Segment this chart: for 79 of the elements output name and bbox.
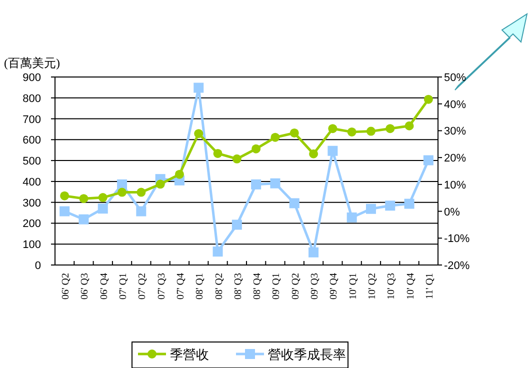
point: [270, 132, 280, 142]
x-tick-label: 09' Q2: [290, 273, 302, 300]
point: [328, 124, 338, 134]
y2-tick-label: 0%: [444, 206, 460, 218]
point: [98, 204, 108, 214]
point: [404, 198, 414, 209]
point: [290, 128, 299, 138]
point: [385, 200, 396, 211]
point: [136, 206, 146, 216]
point: [366, 204, 376, 214]
point: [98, 193, 108, 202]
x-tick-label: 08' Q1: [194, 273, 206, 300]
point: [60, 191, 70, 200]
point: [194, 129, 204, 138]
y2-tick-label: -10%: [444, 233, 470, 246]
point: [136, 188, 146, 197]
point: [232, 220, 242, 230]
point: [270, 178, 280, 188]
y-tick-label: 200: [22, 218, 41, 230]
point: [60, 206, 70, 216]
point: [156, 180, 165, 189]
x-tick-label: 09' Q4: [328, 273, 340, 300]
point: [328, 146, 338, 156]
y-tick-label: 900: [22, 72, 41, 84]
point: [347, 127, 356, 136]
y2-tick-label: 30%: [444, 126, 466, 138]
x-tick-label: 09' Q3: [310, 273, 321, 300]
y-tick-label: 400: [22, 176, 41, 188]
x-tick-label: 10' Q3: [386, 273, 398, 300]
y2-tick-label: 50%: [444, 72, 466, 84]
y2-tick-label: 20%: [444, 152, 466, 165]
legend-label: 營收季成長率: [268, 347, 346, 362]
point: [423, 155, 434, 166]
y-tick-label: 800: [22, 92, 41, 105]
x-tick-label: 07' Q3: [156, 273, 168, 300]
x-tick-label: 08' Q4: [252, 273, 264, 300]
y2-tick-label: -20%: [444, 260, 470, 272]
x-tick-label: 08' Q3: [232, 273, 244, 300]
y-axis-title: (百萬美元): [4, 56, 60, 70]
point: [232, 154, 242, 164]
x-tick-label: 10' Q1: [348, 273, 359, 300]
x-tick-label: 06' Q2: [60, 273, 72, 300]
point: [424, 94, 433, 104]
point: [346, 212, 357, 222]
point: [309, 149, 318, 158]
point: [308, 247, 319, 258]
x-tick-label: 10' Q4: [405, 273, 416, 300]
point: [252, 144, 261, 154]
point: [251, 179, 262, 190]
point: [212, 246, 223, 257]
y-tick-label: 100: [22, 239, 41, 252]
y2-tick-label: 40%: [444, 98, 466, 111]
point: [366, 126, 376, 136]
y-tick-label: 500: [22, 156, 41, 168]
point: [386, 124, 395, 134]
x-tick-label: 11' Q1: [424, 273, 436, 300]
x-tick-label: 08' Q2: [214, 273, 225, 300]
point: [118, 188, 127, 197]
point: [79, 194, 88, 204]
y-tick-label: 700: [22, 114, 41, 126]
x-tick-label: 06' Q3: [80, 273, 91, 300]
point: [404, 121, 414, 130]
y2-tick-label: 10%: [444, 179, 466, 192]
point: [174, 170, 184, 179]
x-tick-label: 07' Q2: [137, 273, 148, 300]
x-tick-label: 07' Q1: [118, 273, 130, 300]
legend-label: 季營收: [170, 347, 209, 362]
point: [78, 214, 89, 224]
y-tick-label: 0: [34, 260, 41, 272]
point: [289, 198, 300, 208]
point: [117, 179, 128, 190]
x-tick-label: 06' Q4: [98, 273, 110, 300]
y-tick-label: 300: [22, 197, 41, 210]
y-tick-label: 600: [22, 134, 41, 147]
x-tick-label: 10' Q2: [366, 273, 378, 300]
point: [213, 148, 222, 158]
x-tick-label: 07' Q4: [175, 273, 186, 300]
x-tick-label: 09' Q1: [271, 273, 282, 300]
point: [194, 82, 204, 93]
